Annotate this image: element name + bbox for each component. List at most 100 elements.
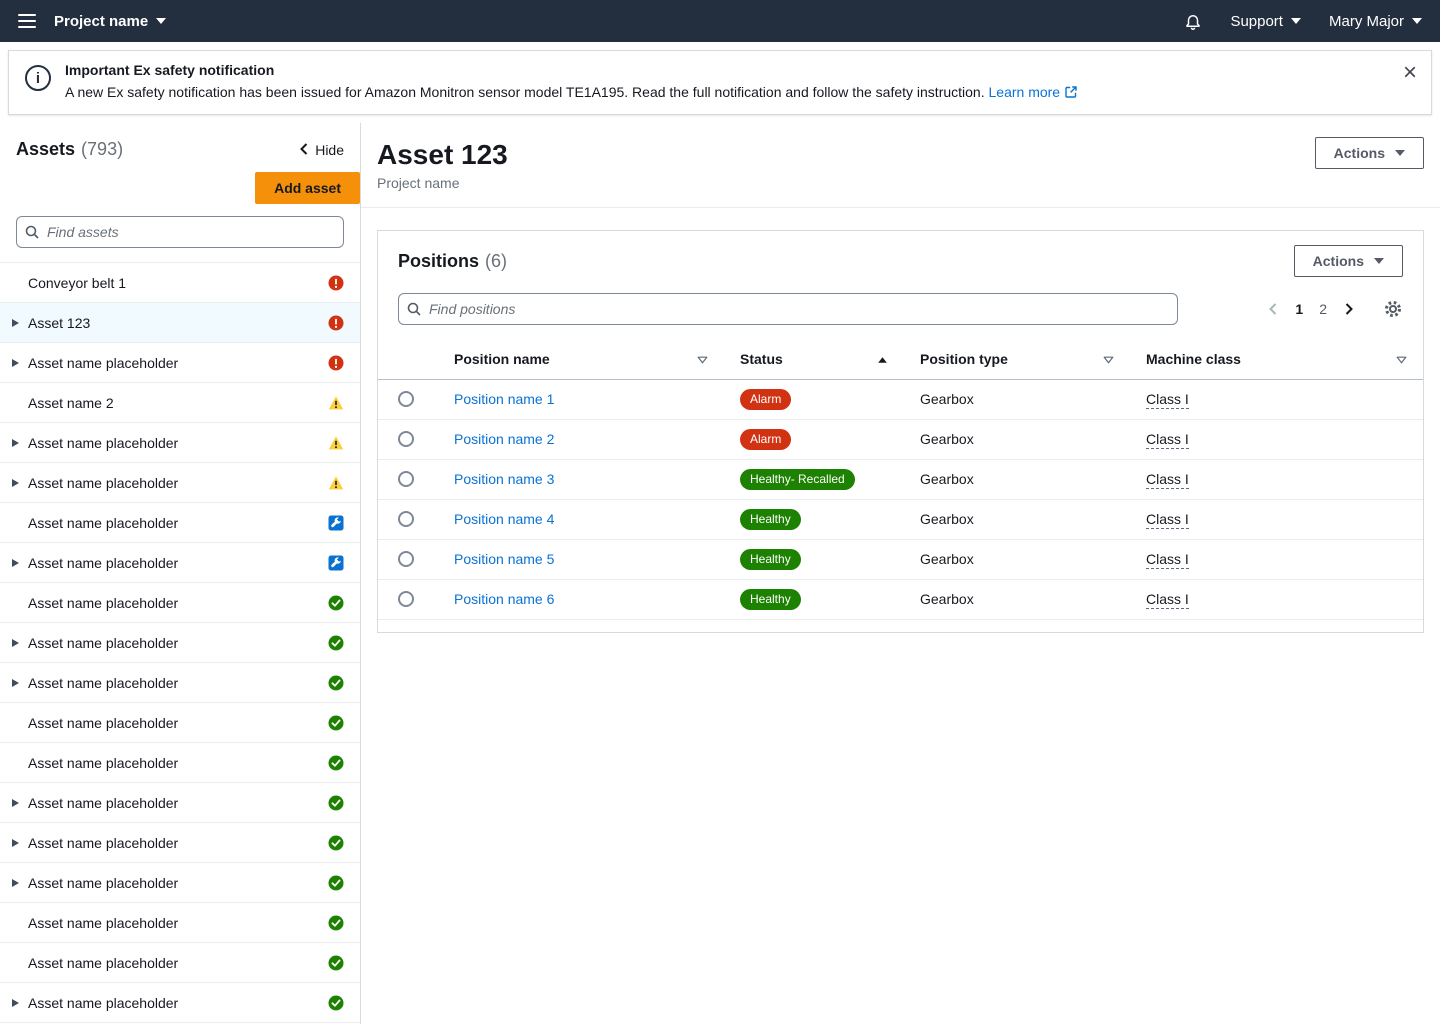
status-badge: Healthy [740, 548, 801, 570]
asset-list-item[interactable]: Asset name placeholder [0, 983, 360, 1023]
safety-notification-banner: i Important Ex safety notification A new… [8, 50, 1432, 115]
asset-list-item[interactable]: Asset name placeholder [0, 943, 360, 983]
position-type-value: Gearbox [920, 471, 974, 487]
machine-class-value[interactable]: Class I [1146, 551, 1189, 569]
asset-list-item[interactable]: Asset name placeholder [0, 343, 360, 383]
user-menu-label: Mary Major [1328, 12, 1404, 30]
hamburger-menu-icon[interactable] [18, 14, 36, 28]
machine-class-value[interactable]: Class I [1146, 511, 1189, 529]
user-menu[interactable]: Mary Major [1329, 13, 1422, 30]
expand-caret-icon[interactable] [12, 678, 28, 687]
asset-list-item[interactable]: Asset name placeholder [0, 783, 360, 823]
asset-actions-button[interactable]: Actions [1314, 137, 1424, 169]
expand-caret-icon[interactable] [12, 478, 28, 487]
page-title: Asset 123 [377, 139, 508, 170]
asset-list-item[interactable]: Asset name placeholder [0, 543, 360, 583]
expand-caret-icon[interactable] [12, 838, 28, 847]
asset-name: Asset name placeholder [28, 954, 179, 971]
table-settings-gear-icon[interactable] [1383, 299, 1403, 319]
table-footer-padding [378, 620, 1423, 632]
asset-name: Asset name placeholder [28, 634, 179, 651]
column-header-position-name[interactable]: Position name [434, 339, 724, 380]
healthy-status-icon [328, 995, 344, 1011]
asset-name: Asset name placeholder [28, 594, 179, 611]
column-header-status[interactable]: Status [724, 339, 904, 380]
asset-list-item[interactable]: Asset name placeholder [0, 823, 360, 863]
support-menu[interactable]: Support [1230, 13, 1301, 30]
asset-list-item[interactable]: Asset name placeholder [0, 623, 360, 663]
expand-caret-icon[interactable] [12, 358, 28, 367]
column-header-machine-class[interactable]: Machine class [1130, 339, 1423, 380]
asset-list-item[interactable]: Asset name placeholder [0, 423, 360, 463]
position-name-link[interactable]: Position name 4 [454, 511, 555, 527]
row-select-radio[interactable] [398, 391, 414, 407]
position-name-link[interactable]: Position name 3 [454, 471, 555, 487]
machine-class-value[interactable]: Class I [1146, 471, 1189, 489]
notifications-bell-icon[interactable] [1184, 11, 1202, 31]
position-name-link[interactable]: Position name 1 [454, 391, 555, 407]
expand-caret-icon[interactable] [12, 558, 28, 567]
expand-caret-icon[interactable] [12, 638, 28, 647]
support-menu-label: Support [1230, 12, 1283, 30]
alarm-status-icon [328, 355, 344, 371]
status-badge: Alarm [740, 388, 792, 410]
project-menu[interactable]: Project name [54, 13, 167, 30]
asset-list-item[interactable]: Conveyor belt 1 [0, 263, 360, 303]
add-asset-button[interactable]: Add asset [255, 172, 360, 204]
position-name-link[interactable]: Position name 5 [454, 551, 555, 567]
next-page-icon[interactable] [1343, 301, 1355, 317]
row-select-radio[interactable] [398, 431, 414, 447]
asset-list-item[interactable]: Asset name placeholder [0, 663, 360, 703]
page-number-2[interactable]: 2 [1319, 301, 1327, 317]
healthy-status-icon [328, 715, 344, 731]
find-assets-input[interactable] [16, 216, 344, 248]
asset-name: Asset name 2 [28, 394, 114, 411]
asset-list-item[interactable]: Asset 123 [0, 303, 360, 343]
asset-list-item[interactable]: Asset name placeholder [0, 583, 360, 623]
asset-list-item[interactable]: Asset name placeholder [0, 463, 360, 503]
position-type-value: Gearbox [920, 551, 974, 567]
row-select-radio[interactable] [398, 551, 414, 567]
asset-list-item[interactable]: Asset name placeholder [0, 743, 360, 783]
topnav-right: Support Mary Major [1184, 11, 1422, 31]
page-number-1[interactable]: 1 [1295, 301, 1304, 317]
asset-list-item[interactable]: Asset name placeholder [0, 863, 360, 903]
asset-list-item[interactable]: Asset name placeholder [0, 703, 360, 743]
hide-sidebar-button[interactable]: Hide [300, 142, 344, 158]
main-panel: Asset 123 Project name Actions Positions… [361, 123, 1440, 1024]
column-header-position-type[interactable]: Position type [904, 339, 1130, 380]
expand-caret-icon[interactable] [12, 798, 28, 807]
filter-icon[interactable] [1396, 351, 1407, 367]
expand-caret-icon[interactable] [12, 878, 28, 887]
machine-class-value[interactable]: Class I [1146, 591, 1189, 609]
select-column-header [378, 339, 434, 380]
filter-icon[interactable] [1103, 351, 1114, 367]
machine-class-value[interactable]: Class I [1146, 431, 1189, 449]
row-select-radio[interactable] [398, 471, 414, 487]
position-name-link[interactable]: Position name 2 [454, 431, 555, 447]
asset-name: Asset 123 [28, 314, 91, 331]
status-badge: Alarm [740, 428, 792, 450]
expand-caret-icon[interactable] [12, 438, 28, 447]
expand-caret-icon[interactable] [12, 998, 28, 1007]
row-select-radio[interactable] [398, 511, 414, 527]
close-icon[interactable]: × [1402, 59, 1417, 86]
asset-list-item[interactable]: Asset name placeholder [0, 903, 360, 943]
alarm-status-icon [328, 315, 344, 331]
maintenance-status-icon [328, 515, 344, 531]
row-select-radio[interactable] [398, 591, 414, 607]
sort-ascending-icon[interactable] [877, 351, 888, 367]
healthy-status-icon [328, 635, 344, 651]
healthy-status-icon [328, 875, 344, 891]
learn-more-link[interactable]: Learn more [989, 84, 1078, 100]
filter-icon[interactable] [697, 351, 708, 367]
asset-list-item[interactable]: Asset name 2 [0, 383, 360, 423]
position-name-link[interactable]: Position name 6 [454, 591, 555, 607]
previous-page-icon[interactable] [1267, 301, 1279, 317]
asset-list-item[interactable]: Asset name placeholder [0, 503, 360, 543]
machine-class-value[interactable]: Class I [1146, 391, 1189, 409]
chevron-down-icon [1374, 258, 1384, 264]
find-positions-input[interactable] [398, 293, 1178, 325]
positions-actions-button[interactable]: Actions [1293, 245, 1403, 277]
expand-caret-icon[interactable] [12, 318, 28, 327]
